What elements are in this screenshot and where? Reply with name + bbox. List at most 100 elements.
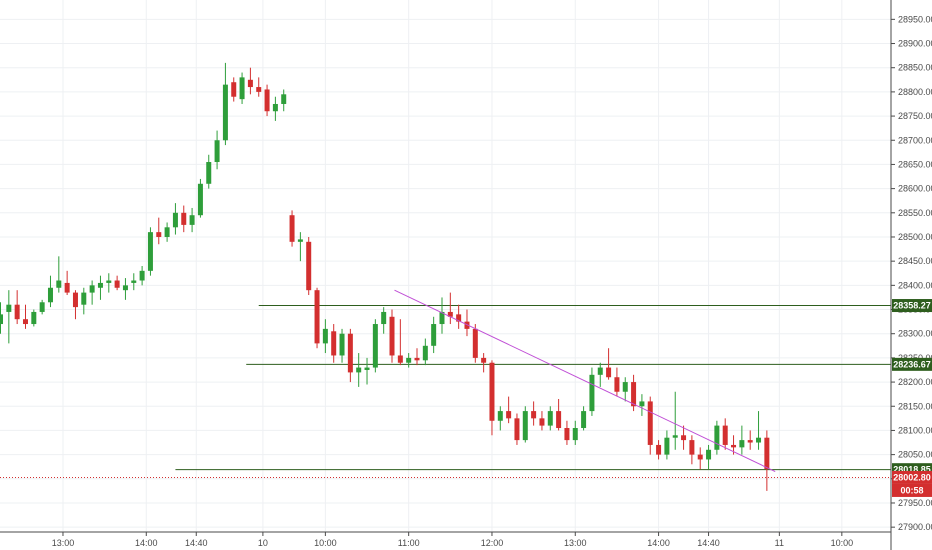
candle-body — [39, 302, 45, 312]
candle-body — [447, 311, 453, 317]
candle-body — [481, 357, 487, 363]
price-tick-label: 28650.00 — [898, 159, 932, 169]
candle-body — [181, 212, 187, 225]
candle-down — [656, 440, 662, 460]
candle-up — [364, 357, 370, 385]
candle-body — [272, 103, 278, 112]
candle-body — [256, 87, 262, 92]
candle-body — [631, 382, 637, 407]
candle-body — [164, 227, 170, 237]
time-tick-label: 10 — [258, 538, 268, 548]
trendline[interactable] — [394, 289, 776, 472]
candle-up — [106, 273, 112, 293]
candle-body — [439, 311, 445, 325]
price-tick-label: 27900.00 — [898, 522, 932, 532]
candle-body — [281, 94, 287, 104]
price-tick-label: 28200.00 — [898, 377, 932, 387]
candle-down — [306, 236, 312, 296]
candle-body — [422, 345, 428, 361]
candle-down — [247, 67, 253, 95]
candle-up — [189, 207, 195, 233]
candle-up — [206, 154, 212, 189]
candle-down — [347, 328, 353, 383]
candle-body — [331, 331, 337, 356]
candle-body — [0, 314, 3, 325]
candle-body — [539, 418, 545, 426]
candle-body — [339, 333, 345, 356]
candle-body — [97, 282, 103, 288]
candle-body — [89, 285, 95, 293]
candle-up — [497, 406, 503, 431]
candle-up — [756, 411, 762, 450]
candle-body — [156, 232, 162, 237]
time-tick-label: 13:00 — [564, 538, 587, 548]
candle-up — [739, 425, 745, 455]
candle-body — [497, 411, 503, 421]
candle-body — [381, 311, 387, 325]
candle-body — [231, 82, 237, 97]
candle-body — [106, 280, 112, 283]
candle-body — [239, 77, 245, 100]
candle-down — [764, 430, 770, 491]
candle-body — [622, 382, 628, 392]
time-tick-label: 12:00 — [481, 538, 504, 548]
candle-up — [31, 309, 37, 327]
candle-body — [431, 324, 437, 346]
candle-body — [681, 435, 687, 441]
price-tick-label: 28400.00 — [898, 280, 932, 290]
candle-down — [114, 275, 120, 291]
price-tick-label: 28950.00 — [898, 14, 932, 24]
candle-body — [306, 241, 312, 291]
candle-body — [356, 367, 362, 373]
candle-up — [322, 319, 328, 354]
candle-body — [6, 304, 12, 312]
candle-body — [589, 374, 595, 412]
candle-up — [122, 278, 128, 300]
time-tick-label: 13:00 — [52, 538, 75, 548]
candle-body — [664, 437, 670, 455]
candle-body — [214, 140, 220, 163]
candle-down — [531, 401, 537, 426]
candle-body — [389, 316, 395, 356]
candle-up — [39, 299, 45, 315]
candle-body — [222, 84, 228, 141]
candle-body — [289, 215, 295, 242]
candle-body — [606, 367, 612, 378]
candle-body — [147, 232, 153, 271]
candle-down — [231, 77, 237, 102]
candle-down — [64, 270, 70, 296]
candle-down — [747, 430, 753, 450]
candle-body — [114, 280, 120, 288]
candle-down — [539, 411, 545, 431]
candle-up — [81, 287, 87, 315]
candle-body — [714, 425, 720, 450]
candle-body — [572, 428, 578, 441]
level-price-tag — [892, 299, 932, 313]
candle-up — [6, 290, 12, 344]
candle-up — [522, 406, 528, 443]
candle-down — [681, 425, 687, 450]
candle-body — [397, 355, 403, 363]
time-tick-label: 14:00 — [647, 538, 670, 548]
candle-body — [697, 454, 703, 460]
price-tick-label: 28850.00 — [898, 63, 932, 73]
countdown-tag — [892, 483, 932, 497]
candle-up — [214, 130, 220, 170]
price-tick-label: 28600.00 — [898, 184, 932, 194]
candle-down — [289, 210, 295, 247]
candle-body — [364, 367, 370, 370]
time-axis[interactable]: 13:00 14:00 14:40 10 10:00 11:00 12:00 13:00 14:… — [52, 532, 853, 548]
level-price-tag — [892, 357, 932, 371]
candle-body — [314, 290, 320, 344]
candle-body — [172, 212, 178, 228]
candle-down — [314, 287, 320, 349]
time-tick-label: 10:00 — [314, 538, 337, 548]
time-tick-label: 14:00 — [135, 538, 158, 548]
candle-up — [56, 256, 62, 293]
candle-down — [456, 304, 462, 329]
price-tick-label: 27950.00 — [898, 498, 932, 508]
price-tick-label: 28450.00 — [898, 256, 932, 266]
candle-down — [631, 374, 637, 412]
